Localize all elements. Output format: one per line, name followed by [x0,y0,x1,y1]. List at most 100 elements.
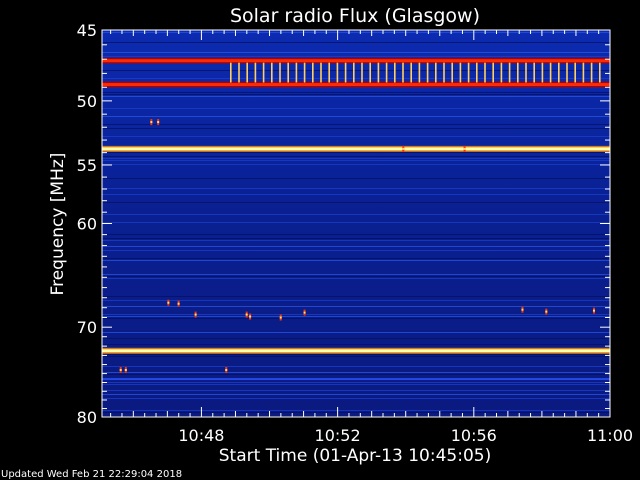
noise-streak [102,314,610,315]
interference-dash [410,62,412,83]
interference-dash [590,62,593,83]
noise-streak [102,374,610,375]
noise-streak [102,222,610,223]
noise-streak [102,124,610,125]
x-tick-label: 10:52 [315,426,361,445]
noise-streak [102,188,610,189]
interference-dash [279,62,281,83]
interference-dash [525,62,527,83]
noise-streak [102,96,610,97]
interference-dash [287,62,289,83]
x-tick-label: 11:00 [587,426,633,445]
y-tick-label: 55 [77,156,97,175]
interference-dash [533,62,535,83]
noise-streak [102,306,610,307]
interference-dash [541,62,544,83]
noise-streak [102,78,610,79]
emission-line [102,349,610,353]
noise-streak [102,32,610,33]
x-tick-label: 10:56 [451,426,497,445]
noise-streak [102,238,610,239]
noise-streak [102,56,610,57]
interference-dash [361,62,363,83]
y-axis-label: Frequency [MHz] [48,153,68,296]
noise-streak [102,194,610,195]
burst-core [279,316,282,319]
noise-streak [102,332,610,333]
noise-streak [102,410,610,411]
noise-streak [102,164,610,165]
noise-streak [102,258,610,259]
burst-core [249,315,252,318]
burst-core [157,121,160,124]
interference-dash [353,62,355,83]
interference-dash [402,62,404,83]
noise-streak [102,108,610,109]
noise-streak [102,366,610,367]
burst-core [303,311,306,314]
noise-streak [102,338,610,339]
emission-line [102,59,610,63]
interference-dash [582,62,585,83]
interference-dash [476,62,478,83]
noise-streak [102,394,610,395]
noise-streak [102,398,610,399]
noise-streak [102,128,610,129]
interference-dash [492,62,494,83]
y-tick-label: 45 [77,21,97,40]
noise-streak [102,354,610,355]
y-tick-label: 50 [77,92,97,111]
noise-streak [102,260,610,261]
interference-dash [295,62,298,83]
x-axis: 10:48 10:52 10:56 11:00 [110,30,633,445]
interference-dash [271,62,273,83]
noise-streak [102,152,610,153]
interference-dash [230,62,232,83]
burst-core [592,309,595,312]
burst-core [521,308,524,311]
interference-dash [574,62,576,83]
noise-streak [102,296,610,297]
interference-dash [467,62,470,83]
emission-line [102,83,610,87]
interference-dash [451,62,453,83]
noise-streak [102,156,610,157]
interference-dash [312,62,314,83]
burst-core [177,302,180,305]
interference-dash [336,62,339,83]
interference-dash [238,62,240,83]
noise-streak [102,178,610,179]
noise-streak [102,278,610,279]
burst-core [245,313,248,316]
interference-dash [566,62,568,83]
noise-streak [102,42,610,43]
interference-dash [558,62,560,83]
burst-core [225,368,228,371]
x-tick-label: 10:48 [178,426,224,445]
interference-dash [385,62,388,83]
interference-dash [426,62,429,83]
y-axis: 45 50 55 60 70 80 [77,21,610,427]
burst-core [150,121,153,124]
y-tick-label: 80 [77,408,97,427]
band-line [102,378,610,381]
noise-streak [102,300,610,301]
noise-streak [102,92,610,93]
noise-streak [102,412,610,413]
noise-streak [102,240,610,241]
interference-dash [435,62,437,83]
noise-streak [102,214,610,215]
y-tick-label: 70 [77,318,97,337]
interference-dash [394,62,396,83]
noise-streak [102,276,610,277]
interference-dash [369,62,371,83]
noise-streak [102,94,610,95]
plot-area [102,30,610,417]
interference-dash [484,62,486,83]
y-tick-label: 60 [77,215,97,234]
noise-streak [102,116,610,117]
burst-core [545,310,548,313]
noise-streak [102,234,610,235]
interference-dash [517,62,519,83]
burst-core [194,313,197,316]
